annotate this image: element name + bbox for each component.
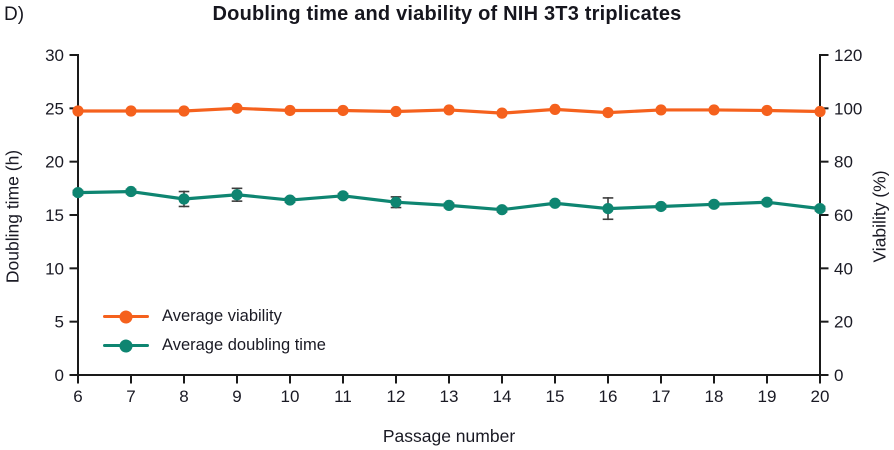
data-point-viability [72,105,84,117]
data-point-viability [284,104,296,117]
data-point-viability [814,105,826,118]
legend-item-doubling-time: Average doubling time [103,331,326,360]
doubling-time-line-swatch [103,339,149,352]
y-left-tick-label: 0 [55,366,64,385]
data-point-doubling-time [337,190,349,202]
x-tick-label: 7 [126,387,135,406]
x-tick-label: 17 [652,387,671,406]
x-tick-label: 12 [387,387,406,406]
x-tick-label: 13 [440,387,459,406]
data-point-viability [178,105,190,117]
data-point-doubling-time [549,197,561,209]
y-right-tick-label: 100 [834,99,862,118]
x-tick-label: 20 [811,387,830,406]
x-tick-label: 14 [493,387,512,406]
data-point-doubling-time [602,203,614,215]
y-right-tick-label: 60 [834,206,853,225]
chart-legend: Average viability Average doubling time [103,302,326,360]
x-tick-label: 10 [281,387,300,406]
x-tick-label: 19 [758,387,777,406]
y-right-tick-label: 20 [834,313,853,332]
x-tick-label: 9 [232,387,241,406]
y-left-tick-label: 30 [45,46,64,65]
data-point-viability [602,107,614,119]
x-tick-label: 11 [334,387,352,406]
data-point-viability [761,104,773,117]
data-point-viability [549,103,561,115]
doubling-time-marker-icon [119,339,133,352]
data-point-viability [125,105,137,117]
x-tick-label: 6 [73,387,82,406]
data-point-viability [337,104,349,117]
y-right-tick-label: 80 [834,153,853,172]
data-point-viability [390,105,402,118]
chart-title: Doubling time and viability of NIH 3T3 t… [212,3,682,25]
x-axis-label: Passage number [382,426,516,446]
data-point-doubling-time [761,196,773,208]
data-point-viability [655,104,667,116]
y-axis-label-left: Doubling time (h) [2,149,23,284]
data-point-doubling-time [178,193,190,205]
data-point-doubling-time [284,194,296,206]
data-point-viability [708,104,720,116]
data-point-doubling-time [390,196,402,208]
data-point-doubling-time [443,199,455,211]
panel-letter-label: D) [4,4,25,25]
y-left-tick-label: 5 [55,313,64,332]
data-point-doubling-time [125,185,137,198]
y-left-tick-label: 20 [45,153,64,172]
legend-item-viability: Average viability [103,302,326,331]
data-point-doubling-time [655,200,667,213]
viability-marker-icon [119,310,133,323]
data-point-viability [443,104,455,116]
legend-label-doubling-time: Average doubling time [162,336,326,354]
data-point-doubling-time [496,204,508,216]
data-point-viability [231,102,243,114]
y-axis-label-right: Viability (%) [869,170,890,263]
x-tick-label: 18 [705,387,724,406]
y-right-tick-label: 120 [834,46,862,65]
viability-line-swatch [103,310,149,323]
x-tick-label: 16 [599,387,618,406]
y-right-tick-label: 0 [834,366,843,385]
x-tick-label: 8 [179,387,188,406]
data-point-doubling-time [814,203,826,215]
legend-label-viability: Average viability [162,307,282,325]
data-point-viability [496,107,508,119]
y-right-tick-label: 40 [834,259,853,278]
y-left-tick-label: 15 [45,206,64,225]
data-point-doubling-time [72,187,84,199]
data-point-doubling-time [231,189,243,201]
y-left-tick-label: 10 [45,259,64,278]
data-point-doubling-time [708,198,720,210]
y-left-tick-label: 25 [45,99,64,118]
x-tick-label: 15 [546,387,565,406]
